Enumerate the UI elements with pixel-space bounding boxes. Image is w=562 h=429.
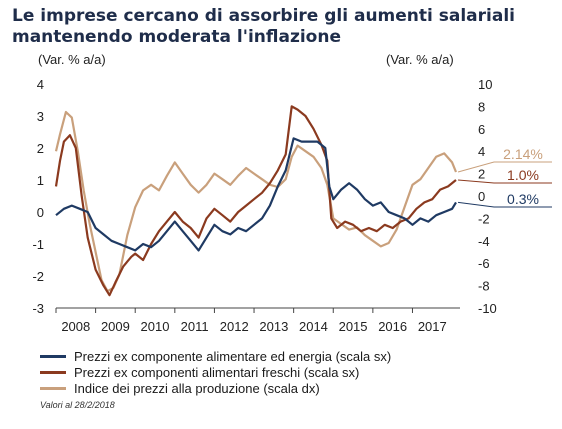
x-tick-label: 2008 xyxy=(61,319,90,334)
chart-legend: Prezzi ex componente alimentare ed energ… xyxy=(40,348,391,396)
series-end-labels: 0.3% 1.0% 2.14% xyxy=(457,146,552,208)
left-tick-label: 2 xyxy=(37,141,44,156)
x-tick-label: 2010 xyxy=(141,319,170,334)
left-tick-label: -2 xyxy=(32,269,44,284)
x-tick-label: 2009 xyxy=(101,319,130,334)
left-tick-label: -3 xyxy=(32,301,44,316)
series-line-fresh xyxy=(54,105,457,297)
series-line-ppi xyxy=(54,110,458,293)
x-tick-label: 2013 xyxy=(259,319,288,334)
legend-swatch-fresh xyxy=(40,370,66,374)
right-axis-label: (Var. % a/a) xyxy=(386,52,454,67)
legend-item-core: Prezzi ex componente alimentare ed energ… xyxy=(40,348,391,364)
left-tick-label: 3 xyxy=(37,109,44,124)
title-line-2: mantenendo moderata l'inflazione xyxy=(12,27,341,47)
series-lines xyxy=(54,105,458,297)
end-label-connector xyxy=(457,201,552,208)
legend-label-ppi: Indice dei prezzi alla produzione (scala… xyxy=(74,380,320,396)
left-axis-label: (Var. % a/a) xyxy=(38,52,106,67)
end-label-text: 2.14% xyxy=(503,146,543,162)
right-tick-label: 2 xyxy=(478,167,485,182)
series-line-core xyxy=(55,137,457,252)
x-tick-label: 2014 xyxy=(299,319,328,334)
x-tick-label: 2015 xyxy=(339,319,368,334)
x-tick-label: 2016 xyxy=(378,319,407,334)
x-tick-label: 2011 xyxy=(181,319,209,334)
end-label-ppi: 2.14% xyxy=(457,146,552,173)
right-tick-label: 8 xyxy=(478,99,485,114)
right-tick-label: -2 xyxy=(478,211,490,226)
right-tick-label: 0 xyxy=(478,189,485,204)
x-tick-label: 2012 xyxy=(220,319,249,334)
end-label-text: 1.0% xyxy=(507,167,539,183)
legend-label-fresh: Prezzi ex componenti alimentari freschi … xyxy=(74,364,360,380)
right-tick-label: -8 xyxy=(478,279,490,294)
legend-label-core: Prezzi ex componente alimentare ed energ… xyxy=(74,348,392,364)
left-tick-label: 0 xyxy=(37,205,44,220)
legend-swatch-core xyxy=(40,354,66,358)
end-label-text: 0.3% xyxy=(507,191,539,207)
right-tick-label: -10 xyxy=(478,301,497,316)
line-chart: (Var. % a/a) (Var. % a/a) 43210-1-2-3108… xyxy=(32,52,552,334)
right-tick-label: 4 xyxy=(478,144,485,159)
chart-title: Le imprese cercano di assorbire gli aume… xyxy=(12,6,552,48)
right-tick-label: -4 xyxy=(478,234,490,249)
right-tick-label: 6 xyxy=(478,122,485,137)
end-label-fresh: 1.0% xyxy=(457,167,552,184)
right-tick-label: -6 xyxy=(478,256,490,271)
right-tick-label: 10 xyxy=(478,77,492,92)
legend-swatch-ppi xyxy=(40,386,66,390)
left-tick-label: 4 xyxy=(37,77,44,92)
data-note: Valori al 28/2/2018 xyxy=(40,400,115,410)
legend-item-fresh: Prezzi ex componenti alimentari freschi … xyxy=(40,364,391,380)
left-tick-label: 1 xyxy=(37,173,44,188)
x-tick-label: 2017 xyxy=(418,319,447,334)
end-label-core: 0.3% xyxy=(457,191,552,208)
title-line-1: Le imprese cercano di assorbire gli aume… xyxy=(12,6,515,26)
left-tick-label: -1 xyxy=(32,237,44,252)
end-label-connector xyxy=(457,179,552,184)
end-label-connector xyxy=(457,161,552,173)
legend-item-ppi: Indice dei prezzi alla produzione (scala… xyxy=(40,380,391,396)
